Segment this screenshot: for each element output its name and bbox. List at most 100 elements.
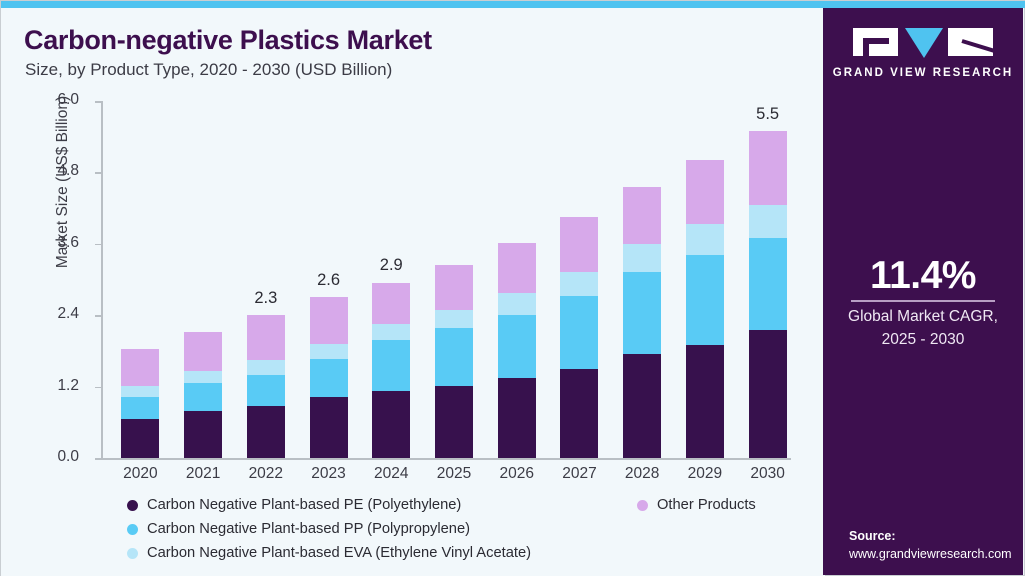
bar-segment[interactable] [372,390,411,458]
y-axis-title: Market Size (US$ Billion) [54,95,71,269]
bar-segment[interactable] [497,242,536,294]
stacked-bar[interactable] [560,217,599,458]
bar-segment[interactable] [121,349,160,387]
legend-item[interactable]: Carbon Negative Plant-based PE (Polyethy… [127,497,461,513]
bar-segment[interactable] [309,358,348,398]
stacked-bar[interactable] [497,242,536,458]
bar-segment[interactable] [435,264,473,311]
stacked-bar[interactable] [685,159,724,458]
bar-segment[interactable] [372,282,411,325]
bar-segment[interactable] [184,371,223,384]
chart-panel: Carbon-negative Plastics Market Size, by… [1,8,825,576]
x-tick-label: 2026 [499,465,534,482]
y-tick-label: 1.2 [57,376,79,394]
bar-segment[interactable] [246,315,285,361]
x-tick-label: 2023 [311,465,346,482]
bar-segment[interactable] [685,254,724,345]
bar-segment[interactable] [184,411,223,458]
logo-letter-v-icon [905,28,943,58]
stacked-bar[interactable] [246,315,285,458]
y-tick-mark [95,172,101,174]
y-tick-mark [95,101,101,103]
x-tick-label: 2027 [562,465,597,482]
stacked-bar[interactable] [372,282,411,458]
bar-segment[interactable] [560,368,599,458]
stacked-bar[interactable] [184,331,223,458]
bar-segment[interactable] [246,374,285,407]
bar-segment[interactable] [435,310,473,329]
cagr-caption-line-1: Global Market CAGR, [848,308,998,325]
bar-segment[interactable] [121,396,160,420]
bar-segment[interactable] [685,344,724,458]
bar-segment[interactable] [435,386,473,458]
x-tick-label: 2025 [436,465,472,482]
x-tick-label: 2030 [750,465,785,482]
legend-item[interactable]: Carbon Negative Plant-based PP (Polyprop… [127,521,470,537]
bar-segment[interactable] [748,237,787,331]
chart-legend: Carbon Negative Plant-based PE (Polyethy… [127,497,817,577]
brand-panel: GRAND VIEW RESEARCH 11.4% Global Market … [823,8,1023,575]
bar-segment[interactable] [184,383,223,411]
bar-segment[interactable] [685,223,724,255]
source-label: Source: [849,529,896,543]
x-tick-label: 2022 [248,465,284,482]
bar-segment[interactable] [497,378,536,458]
bar-segment[interactable] [497,293,536,315]
x-tick-label: 2028 [624,465,660,482]
legend-label: Other Products [657,497,756,513]
legend-color-swatch-icon [127,547,138,559]
bar-segment[interactable] [309,397,348,458]
stacked-bar[interactable] [623,187,662,458]
y-tick-label: 4.8 [57,162,79,180]
bar-segment[interactable] [372,324,411,341]
stacked-bar[interactable] [435,264,473,458]
bar-segment[interactable] [121,386,160,397]
bar-segment[interactable] [435,328,473,387]
bar-segment[interactable] [623,244,662,272]
bar-segment[interactable] [497,314,536,379]
grand-view-research-logo: GRAND VIEW RESEARCH [823,28,1023,98]
x-tick-label: 2024 [374,465,409,482]
x-tick-label: 2020 [123,465,158,482]
bar-segment[interactable] [372,340,411,391]
bar-segment[interactable] [685,159,724,224]
top-accent-bar [1,1,1025,8]
bar-segment[interactable] [560,295,599,369]
bar-segment[interactable] [184,331,223,372]
legend-item[interactable]: Other Products [637,497,756,513]
stacked-bar[interactable] [121,349,160,458]
cagr-caption-line-2: 2025 - 2030 [881,331,965,348]
y-tick-mark [95,386,101,389]
x-axis-line [101,458,791,460]
bar-segment[interactable] [623,187,662,245]
bar-segment[interactable] [748,130,787,206]
bar-segment[interactable] [309,297,348,344]
bar-segment[interactable] [246,406,285,458]
bar-segment[interactable] [748,205,787,238]
y-tick-mark [95,315,101,317]
cagr-caption: Global Market CAGR, 2025 - 2030 [831,305,1015,351]
y-tick-mark [95,243,101,246]
legend-color-swatch-icon [637,499,648,511]
legend-item[interactable]: Carbon Negative Plant-based EVA (Ethylen… [127,545,531,561]
logo-r-notch [961,39,996,53]
bar-segment[interactable] [246,360,285,375]
bar-segment[interactable] [748,330,787,458]
bar-segment[interactable] [560,217,599,272]
cagr-value: 11.4% [870,254,976,297]
source-url[interactable]: www.grandviewresearch.com [849,547,1012,561]
bar-segment[interactable] [623,271,662,355]
bar-value-label: 2.3 [254,289,278,308]
stacked-bar[interactable] [748,130,787,458]
bar-segment[interactable] [309,343,348,359]
bar-segment[interactable] [560,271,599,296]
bar-segment[interactable] [121,419,160,458]
y-tick-label: 0.0 [57,448,79,465]
logo-g-notch-2 [863,44,869,56]
bar-segment[interactable] [623,354,662,458]
legend-label: Carbon Negative Plant-based EVA (Ethylen… [147,545,532,561]
stacked-bar[interactable] [309,297,348,458]
bar-value-label: 5.5 [756,104,780,123]
y-tick-mark [95,458,101,460]
